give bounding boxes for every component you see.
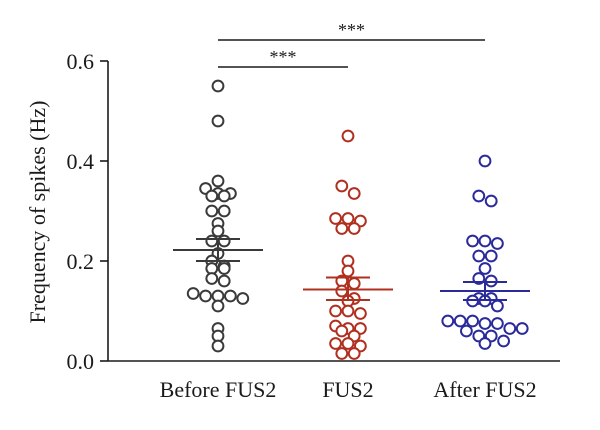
y-axis-label: Frequency of spikes (Hz) (25, 101, 50, 324)
data-point (472, 249, 486, 263)
data-point (217, 262, 231, 275)
data-point (199, 289, 213, 303)
data-point (484, 194, 498, 208)
data-point (341, 212, 355, 225)
data-point (478, 262, 492, 275)
data-point (460, 324, 473, 338)
y-axis: 0.0 0.2 0.4 0.6 (67, 49, 109, 374)
data-point (335, 284, 349, 298)
data-point (211, 339, 225, 353)
data-point (205, 272, 219, 285)
x-category-label: Before FUS2 (160, 377, 277, 402)
data-point (335, 222, 349, 235)
data-point (515, 322, 529, 335)
data-point (497, 334, 511, 348)
y-tick-label: 0.0 (67, 349, 95, 374)
y-tick-label: 0.6 (67, 49, 95, 74)
x-category-label: After FUS2 (433, 377, 536, 402)
data-point (211, 79, 225, 93)
significance-label: *** (338, 20, 365, 40)
data-point (491, 317, 504, 330)
data-point (472, 189, 486, 203)
data-point (347, 277, 361, 290)
y-tick-label: 0.2 (67, 249, 95, 274)
data-point (205, 204, 219, 218)
data-point (329, 304, 343, 318)
data-point (341, 264, 355, 278)
data-point (453, 314, 467, 328)
data-point (211, 299, 225, 313)
data-point (236, 292, 250, 305)
data-point (205, 189, 219, 203)
mean-sem-bars (173, 238, 530, 301)
data-point (211, 174, 225, 188)
x-category-label: FUS2 (322, 377, 373, 402)
data-point (484, 249, 498, 263)
data-point (205, 234, 219, 248)
data-point (478, 317, 492, 330)
data-point (217, 189, 231, 203)
data-point (341, 304, 355, 318)
significance-label: *** (270, 47, 297, 67)
data-point (478, 154, 492, 168)
data-point (478, 234, 492, 248)
data-point (341, 337, 355, 350)
data-point (491, 299, 504, 313)
data-point (335, 179, 349, 193)
data-point (335, 324, 349, 338)
data-point (466, 234, 480, 248)
data-points (186, 79, 529, 360)
data-point (211, 224, 225, 238)
data-point (217, 274, 231, 288)
data-point (335, 347, 349, 360)
data-point (224, 289, 237, 303)
data-point (347, 222, 361, 235)
data-point (217, 204, 231, 218)
data-point (491, 237, 504, 250)
x-axis: Before FUS2 FUS2 After FUS2 (108, 360, 560, 402)
data-point (503, 322, 517, 335)
data-point (347, 347, 361, 360)
data-point (347, 187, 361, 200)
data-point (466, 314, 480, 328)
data-point (211, 114, 225, 128)
data-point (478, 337, 492, 350)
data-point (186, 287, 200, 300)
data-point (441, 314, 455, 328)
y-tick-label: 0.4 (67, 149, 95, 174)
data-point (329, 212, 343, 225)
significance-brackets: *** *** (218, 20, 485, 68)
data-point (217, 234, 231, 248)
data-point (341, 129, 355, 143)
data-point (354, 307, 367, 320)
data-point (329, 337, 343, 350)
